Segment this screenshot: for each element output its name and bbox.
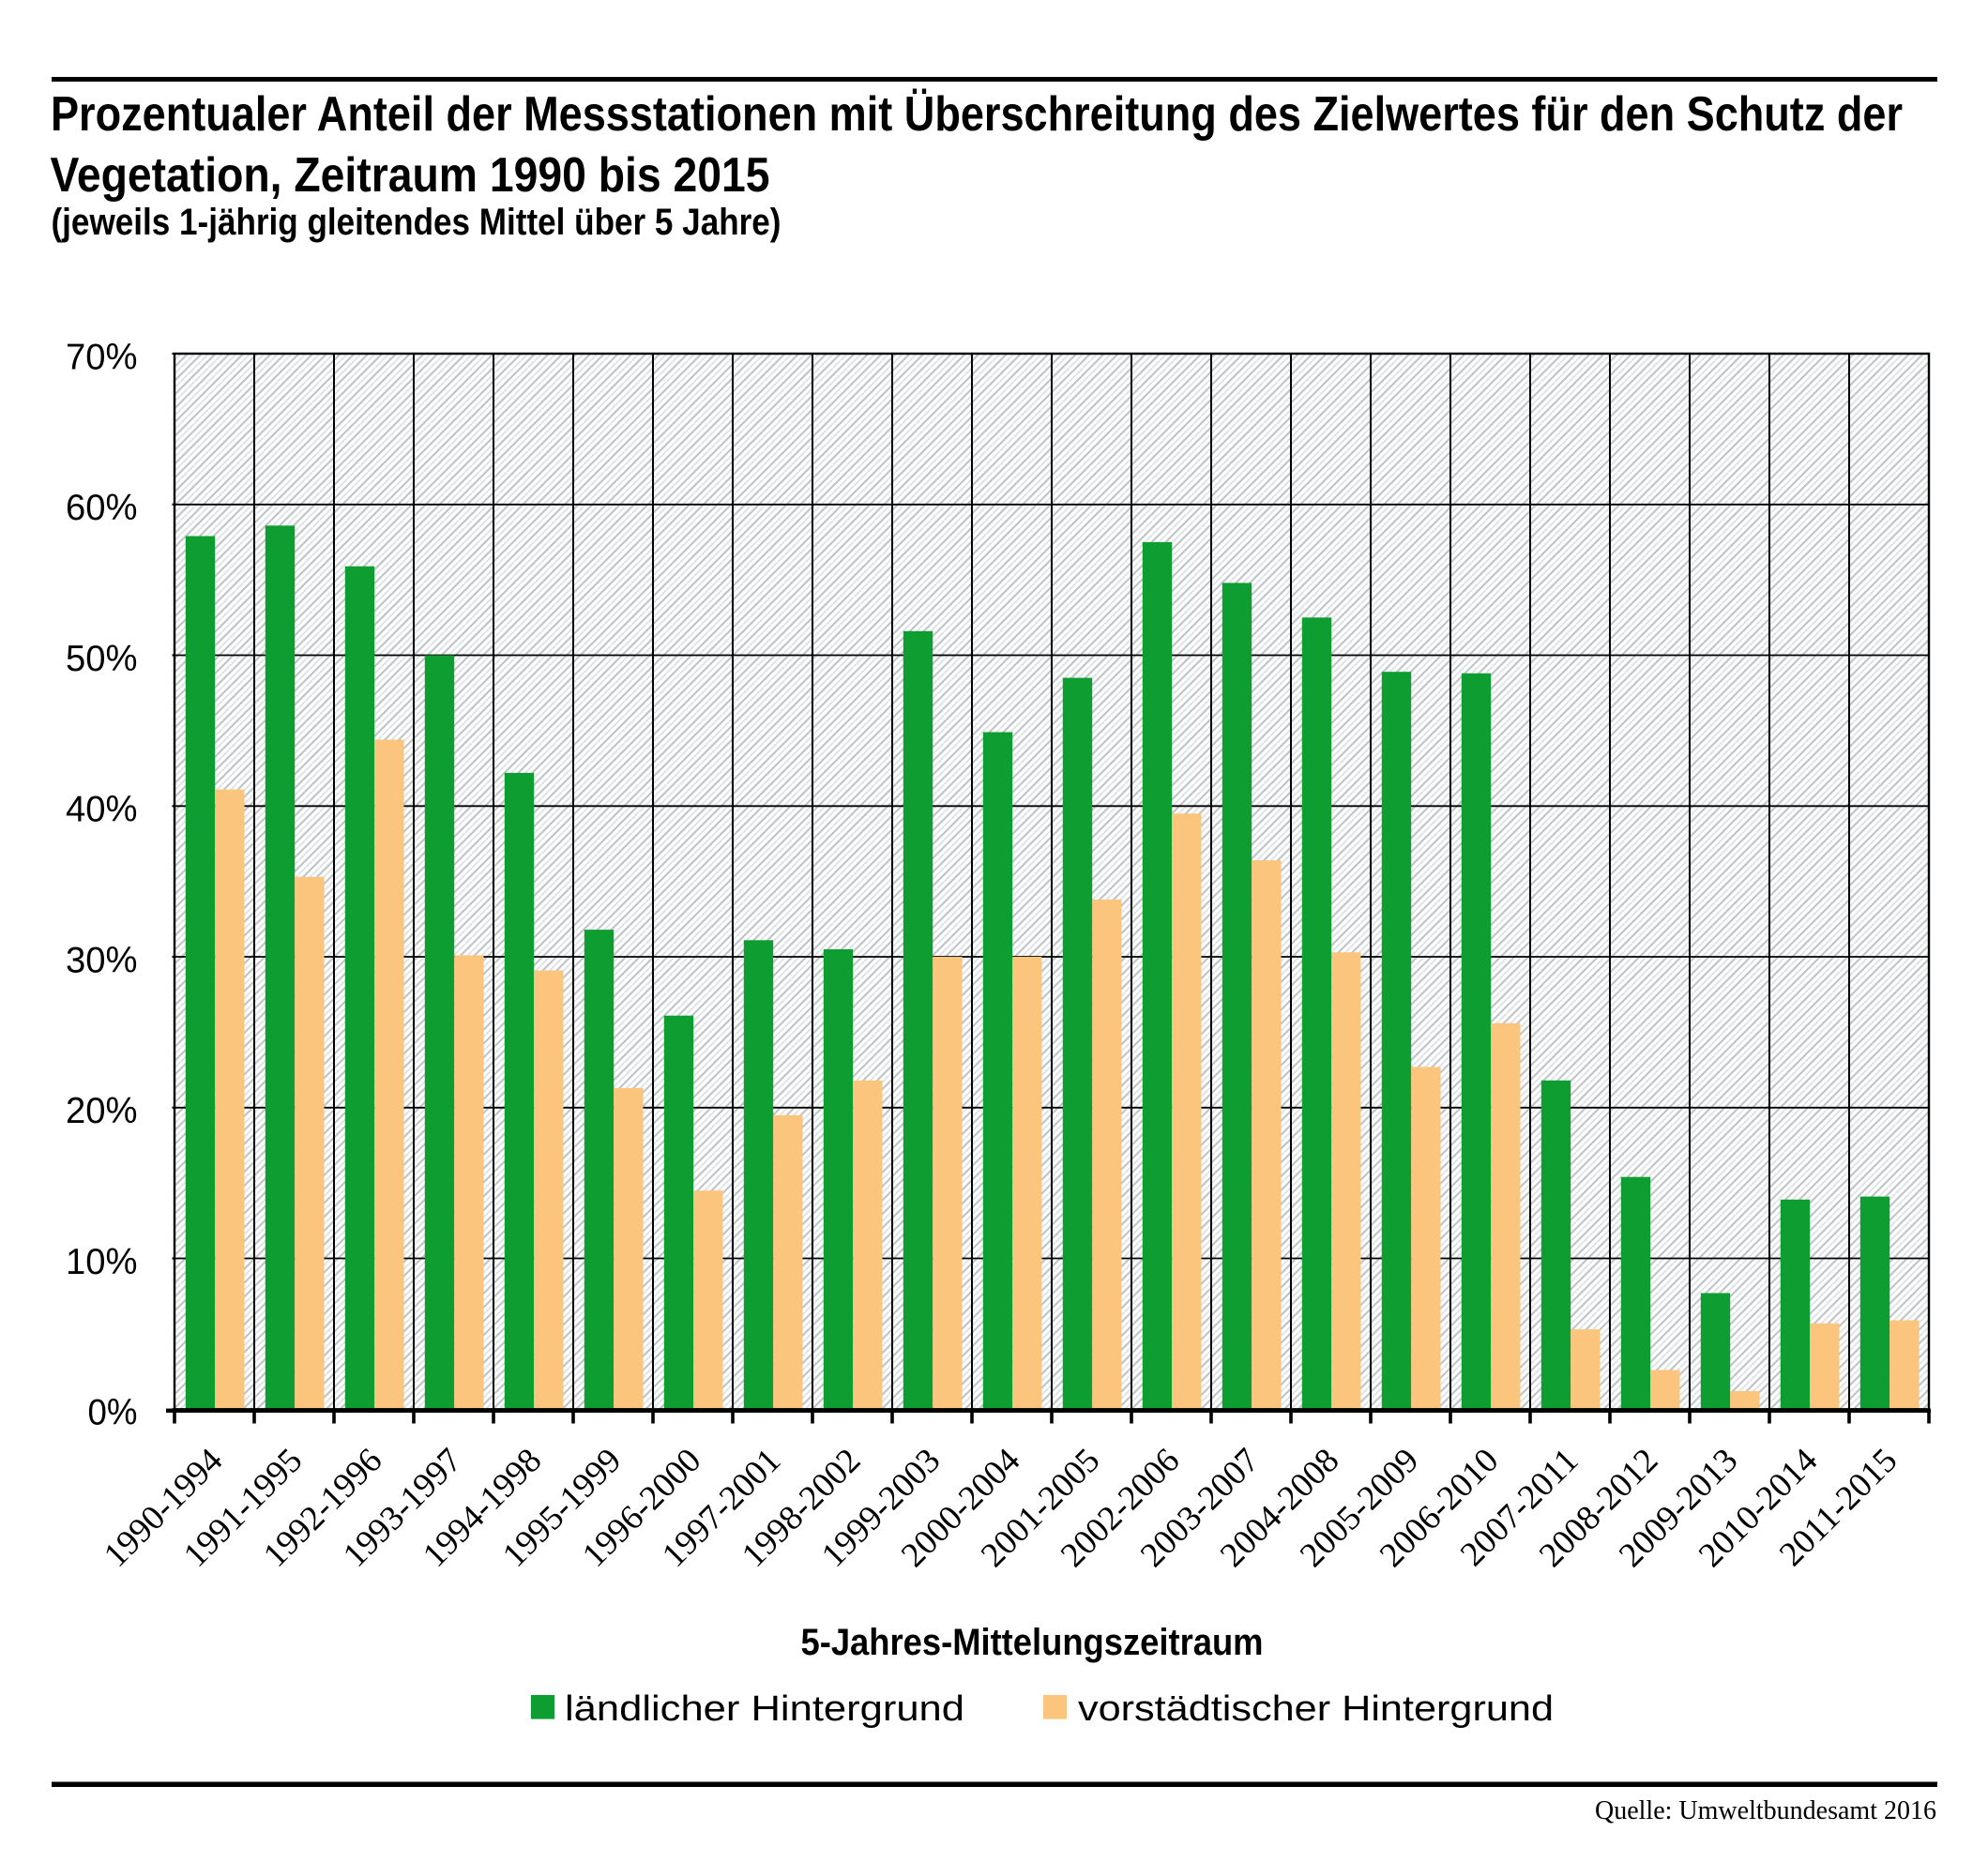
svg-text:0%: 0% bbox=[88, 1393, 138, 1433]
svg-text:70%: 70% bbox=[66, 337, 138, 377]
svg-text:40%: 40% bbox=[66, 790, 138, 830]
svg-text:30%: 30% bbox=[66, 940, 138, 980]
svg-text:Quelle: Umweltbundesamt 2016: Quelle: Umweltbundesamt 2016 bbox=[1595, 1796, 1936, 1825]
svg-text:Prozentualer Anteil der Messst: Prozentualer Anteil der Messstationen mi… bbox=[51, 87, 1903, 142]
svg-text:(jeweils 1-jährig gleitendes M: (jeweils 1-jährig gleitendes Mittel über… bbox=[52, 202, 782, 243]
svg-text:50%: 50% bbox=[66, 639, 138, 679]
svg-text:60%: 60% bbox=[66, 488, 138, 528]
svg-text:ländlicher Hintergrund: ländlicher Hintergrund bbox=[565, 1689, 964, 1729]
svg-text:20%: 20% bbox=[66, 1091, 138, 1131]
svg-text:Vegetation, Zeitraum 1990 bis: Vegetation, Zeitraum 1990 bis 2015 bbox=[51, 148, 770, 203]
svg-text:vorstädtischer Hintergrund: vorstädtischer Hintergrund bbox=[1078, 1689, 1554, 1729]
svg-text:10%: 10% bbox=[66, 1242, 138, 1282]
svg-text:5-Jahres-Mittelungszeitraum: 5-Jahres-Mittelungszeitraum bbox=[801, 1622, 1264, 1663]
